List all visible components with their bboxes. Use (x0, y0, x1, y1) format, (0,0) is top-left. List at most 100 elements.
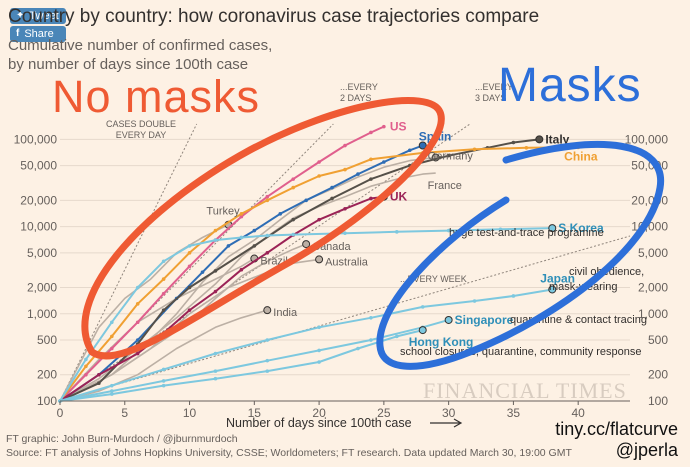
data-point (369, 130, 373, 135)
doubling-guide-line (59, 235, 631, 402)
data-point (161, 383, 166, 388)
data-point (161, 308, 166, 312)
data-point (135, 320, 140, 325)
data-point (291, 232, 295, 237)
data-point (97, 372, 101, 377)
data-point (187, 285, 192, 290)
series-label-hong-kong: Hong Kong (409, 335, 474, 349)
y-tick-label-left: 20,000 (20, 193, 57, 207)
data-point (252, 244, 257, 248)
series-label-australia: Australia (325, 256, 369, 268)
data-point (356, 346, 360, 351)
x-tick-label: 20 (312, 406, 326, 420)
data-point (343, 206, 347, 211)
data-point (498, 227, 503, 232)
doubling-guide-line (59, 123, 198, 402)
data-point (187, 251, 192, 255)
data-point (110, 389, 114, 393)
data-point (213, 238, 218, 242)
series-line-us (59, 125, 385, 402)
series-label-india: India (273, 307, 298, 319)
y-tick-label-right: 100 (648, 394, 668, 408)
data-point (161, 259, 166, 264)
y-tick-label-left: 200 (37, 368, 57, 382)
y-tick-label-left: 500 (37, 333, 57, 347)
y-tick-label-left: 10,000 (20, 220, 57, 234)
y-tick-label-right: 100,000 (625, 132, 669, 146)
series-end-marker (548, 224, 557, 233)
data-point (226, 244, 231, 248)
data-point (317, 217, 321, 222)
data-point (356, 172, 360, 176)
series-label-s-korea: S Korea (558, 221, 604, 235)
series-end-marker (418, 141, 427, 150)
series-label-china: China (564, 149, 598, 163)
data-point (265, 338, 270, 342)
data-point (97, 381, 101, 385)
data-point (472, 299, 477, 303)
doubling-guide-label: EVERY DAY (116, 130, 167, 140)
data-point (369, 196, 373, 201)
data-point (291, 185, 295, 190)
data-point (265, 194, 270, 199)
series-annotation: huge test-and-trace programme (449, 227, 604, 239)
series-line-brazil (59, 257, 255, 402)
handle-annotation: @jperla (615, 440, 678, 460)
y-tick-label-left: 2,000 (27, 281, 57, 295)
data-point (200, 270, 205, 274)
footer-credit: FT graphic: John Burn-Murdoch / @jburnmu… (6, 433, 238, 445)
data-point (265, 369, 270, 373)
series-label-us: US (390, 120, 407, 134)
y-tick-label-left: 100,000 (14, 132, 58, 146)
data-point (317, 348, 321, 353)
data-point (239, 214, 244, 219)
x-tick-label: 25 (377, 406, 391, 420)
ft-watermark: FINANCIAL TIMES (423, 378, 627, 403)
subtitle-line-1: Cumulative number of confirmed cases, (8, 37, 273, 54)
data-point (317, 174, 321, 178)
tweet-label: Tweet (29, 10, 59, 22)
series-label-france: France (428, 180, 462, 192)
doubling-guide-label: 2 DAYS (340, 93, 371, 103)
series-end-marker (302, 240, 311, 249)
data-point (213, 369, 218, 373)
series-line-spain (59, 144, 424, 402)
data-point (330, 196, 334, 201)
doubling-guide-label: ...EVERY (475, 82, 513, 92)
data-point (110, 334, 114, 339)
data-point (239, 212, 244, 216)
twitter-icon: ✦ (16, 10, 25, 21)
data-point (213, 376, 218, 381)
facebook-icon: f (16, 28, 20, 39)
data-point (369, 315, 373, 320)
data-point (239, 235, 244, 240)
y-tick-label-left: 1,000 (27, 307, 57, 321)
data-point (187, 264, 192, 269)
data-point (369, 177, 373, 181)
data-point (343, 231, 347, 235)
facebook-share-button[interactable]: f Share (10, 26, 66, 42)
data-point (265, 251, 270, 255)
data-point (84, 364, 88, 369)
x-axis-arrow-icon (430, 418, 463, 428)
data-point (407, 148, 412, 153)
data-point (524, 146, 529, 150)
data-point (213, 351, 218, 356)
tweet-button[interactable]: ✦ Tweet (10, 8, 66, 24)
masks-annotation: Masks (498, 59, 642, 112)
data-point (291, 177, 295, 181)
share-label: Share (24, 28, 54, 40)
y-tick-label-right: 200 (648, 368, 668, 382)
data-point (239, 267, 244, 272)
series-label-uk: UK (390, 190, 408, 204)
masks-ellipse (376, 141, 665, 370)
data-point (382, 160, 386, 164)
x-tick-label: 5 (121, 406, 128, 420)
data-point (187, 308, 192, 312)
data-point (511, 294, 516, 298)
grid-layer (60, 138, 630, 402)
chart-subtitle: Cumulative number of confirmed cases, by… (8, 36, 272, 74)
